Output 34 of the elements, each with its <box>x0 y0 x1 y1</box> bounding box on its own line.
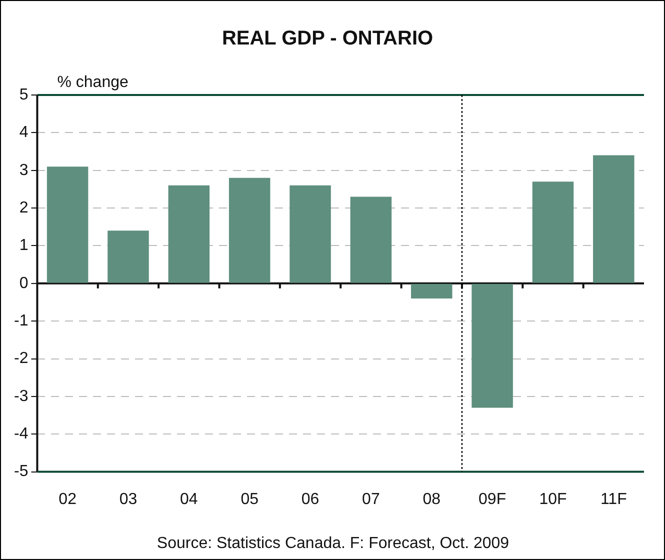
bar <box>350 196 392 283</box>
chart-title: REAL GDP - ONTARIO <box>222 28 434 50</box>
y-axis-title: % change <box>57 74 128 91</box>
y-tick-label: -3 <box>14 388 28 405</box>
x-tick-label: 04 <box>180 490 198 508</box>
bar <box>411 284 452 298</box>
bar <box>228 178 270 283</box>
y-tick-label: -1 <box>14 312 28 330</box>
y-tick-label: -2 <box>14 350 28 368</box>
bar <box>290 185 331 283</box>
y-tick-label: 0 <box>19 274 28 292</box>
y-tick-label: -5 <box>14 463 28 480</box>
x-tick-label: 10F <box>539 490 567 508</box>
y-tick-label: 5 <box>19 86 28 104</box>
y-tick-label: 3 <box>19 162 28 179</box>
x-tick-label: 09F <box>478 490 506 508</box>
y-tick-label: 2 <box>19 199 28 216</box>
x-tick-label: 03 <box>119 490 138 508</box>
bar <box>532 182 574 283</box>
bar <box>108 230 149 283</box>
x-tick-label: 05 <box>240 490 259 508</box>
y-tick-label: 1 <box>19 237 28 254</box>
x-tick-label: 06 <box>301 490 320 508</box>
y-tick-label: -4 <box>14 426 28 443</box>
x-tick-label: 11F <box>600 490 628 508</box>
bar <box>472 284 513 408</box>
source-note: Source: Statistics Canada. F: Forecast, Oct. 2009 <box>156 535 510 552</box>
x-tick-label: 07 <box>362 490 380 508</box>
x-tick-label: 02 <box>58 490 77 508</box>
bar <box>46 166 88 283</box>
bar <box>593 155 634 283</box>
x-tick-label: 08 <box>422 490 441 508</box>
y-tick-label: 4 <box>19 124 28 142</box>
bar <box>168 185 210 283</box>
